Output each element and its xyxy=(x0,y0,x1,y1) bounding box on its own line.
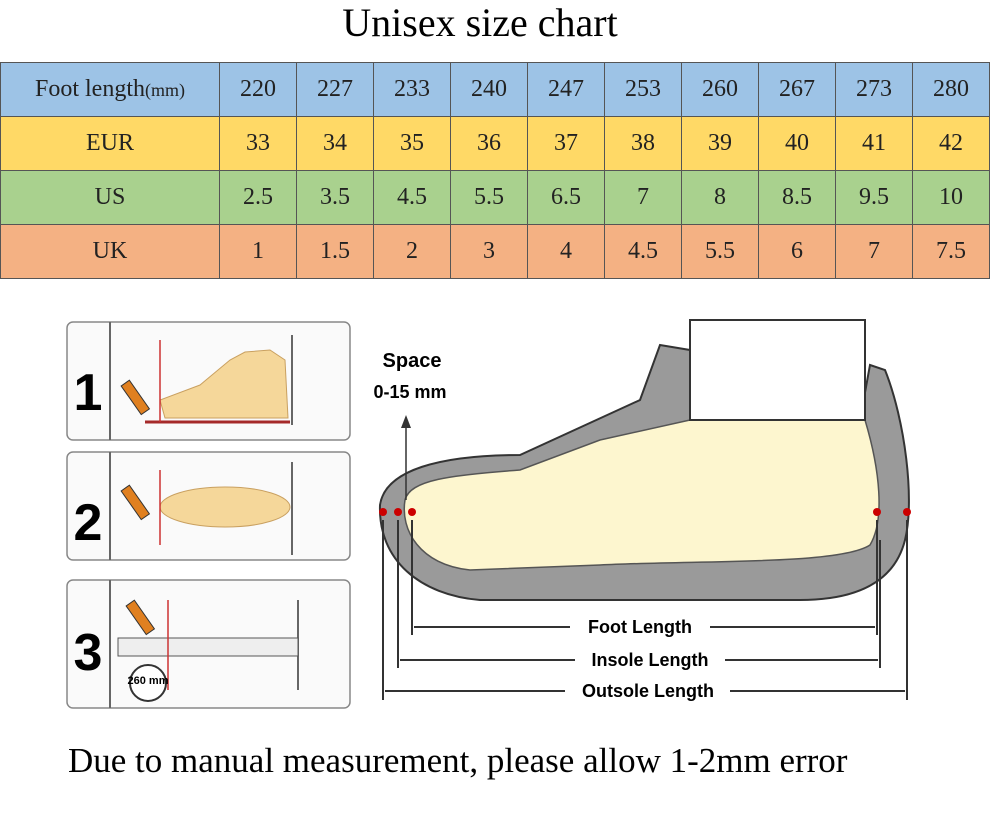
row-label: US xyxy=(0,170,220,225)
foot-side xyxy=(159,349,289,419)
size-cell: 4.5 xyxy=(373,170,451,225)
ruler-reading: 260 mm xyxy=(128,675,169,687)
size-cell: 2 xyxy=(373,224,451,279)
size-cell: 7.5 xyxy=(912,224,990,279)
size-cell: 8 xyxy=(681,170,759,225)
size-cell: 7 xyxy=(835,224,913,279)
size-cell: 38 xyxy=(604,116,682,171)
size-cell: 5.5 xyxy=(450,170,528,225)
size-cell: 37 xyxy=(527,116,605,171)
size-cell: 34 xyxy=(296,116,374,171)
space-range: 0-15 mm xyxy=(373,382,446,402)
label-text: Foot length xyxy=(34,76,145,102)
size-row: US 2.5 3.5 4.5 5.5 6.5 7 8 8.5 9.5 10 xyxy=(0,170,990,225)
size-cell: 36 xyxy=(450,116,528,171)
size-cell: 6 xyxy=(758,224,836,279)
size-cell: 5.5 xyxy=(681,224,759,279)
foot-top xyxy=(159,486,291,528)
size-cell: 1 xyxy=(219,224,297,279)
size-cell: 7 xyxy=(604,170,682,225)
header-label: Foot length(mm) xyxy=(0,62,220,117)
header-cell: 260 xyxy=(681,62,759,117)
title: Unisex size chart xyxy=(342,0,618,45)
step-number: 2 xyxy=(74,494,103,552)
ankle xyxy=(689,319,866,421)
header-cell: 267 xyxy=(758,62,836,117)
measure-label: Foot Length xyxy=(588,617,692,637)
step-number: 3 xyxy=(74,624,103,682)
measure-label: Insole Length xyxy=(592,650,709,670)
size-cell: 39 xyxy=(681,116,759,171)
size-row: UK 1 1.5 2 3 4 4.5 5.5 6 7 7.5 xyxy=(0,224,990,279)
size-cell: 9.5 xyxy=(835,170,913,225)
row-label: EUR xyxy=(0,116,220,171)
ruler xyxy=(117,637,299,657)
diagram: 1 2 3 260 mm Space 0-15 mm Foot Length I… xyxy=(66,319,911,709)
size-cell: 8.5 xyxy=(758,170,836,225)
size-cell: 4.5 xyxy=(604,224,682,279)
foot xyxy=(403,419,880,571)
header-row: Foot length(mm) 220 227 233 240 247 253 260 267… xyxy=(0,62,990,117)
size-cell: 10 xyxy=(912,170,990,225)
header-cell: 233 xyxy=(373,62,451,117)
size-cell: 35 xyxy=(373,116,451,171)
size-table: Foot length(mm) 220 227 233 240 247 253 260 267… xyxy=(0,62,990,279)
header-cell: 240 xyxy=(450,62,528,117)
space-label: Space xyxy=(383,350,442,372)
measure-label: Outsole Length xyxy=(582,681,714,701)
size-cell: 1.5 xyxy=(296,224,374,279)
size-row: EUR 33 34 35 36 37 38 39 40 41 42 xyxy=(0,116,990,171)
size-cell: 4 xyxy=(527,224,605,279)
size-cell: 3 xyxy=(450,224,528,279)
unit-text: (mm) xyxy=(145,80,185,100)
step-number: 1 xyxy=(74,364,103,422)
row-label: UK xyxy=(0,224,220,279)
header-cell: 220 xyxy=(219,62,297,117)
note: Due to manual measurement, please allow … xyxy=(68,741,848,780)
header-cell: 280 xyxy=(912,62,990,117)
size-cell: 42 xyxy=(912,116,990,171)
header-cell: 273 xyxy=(835,62,913,117)
